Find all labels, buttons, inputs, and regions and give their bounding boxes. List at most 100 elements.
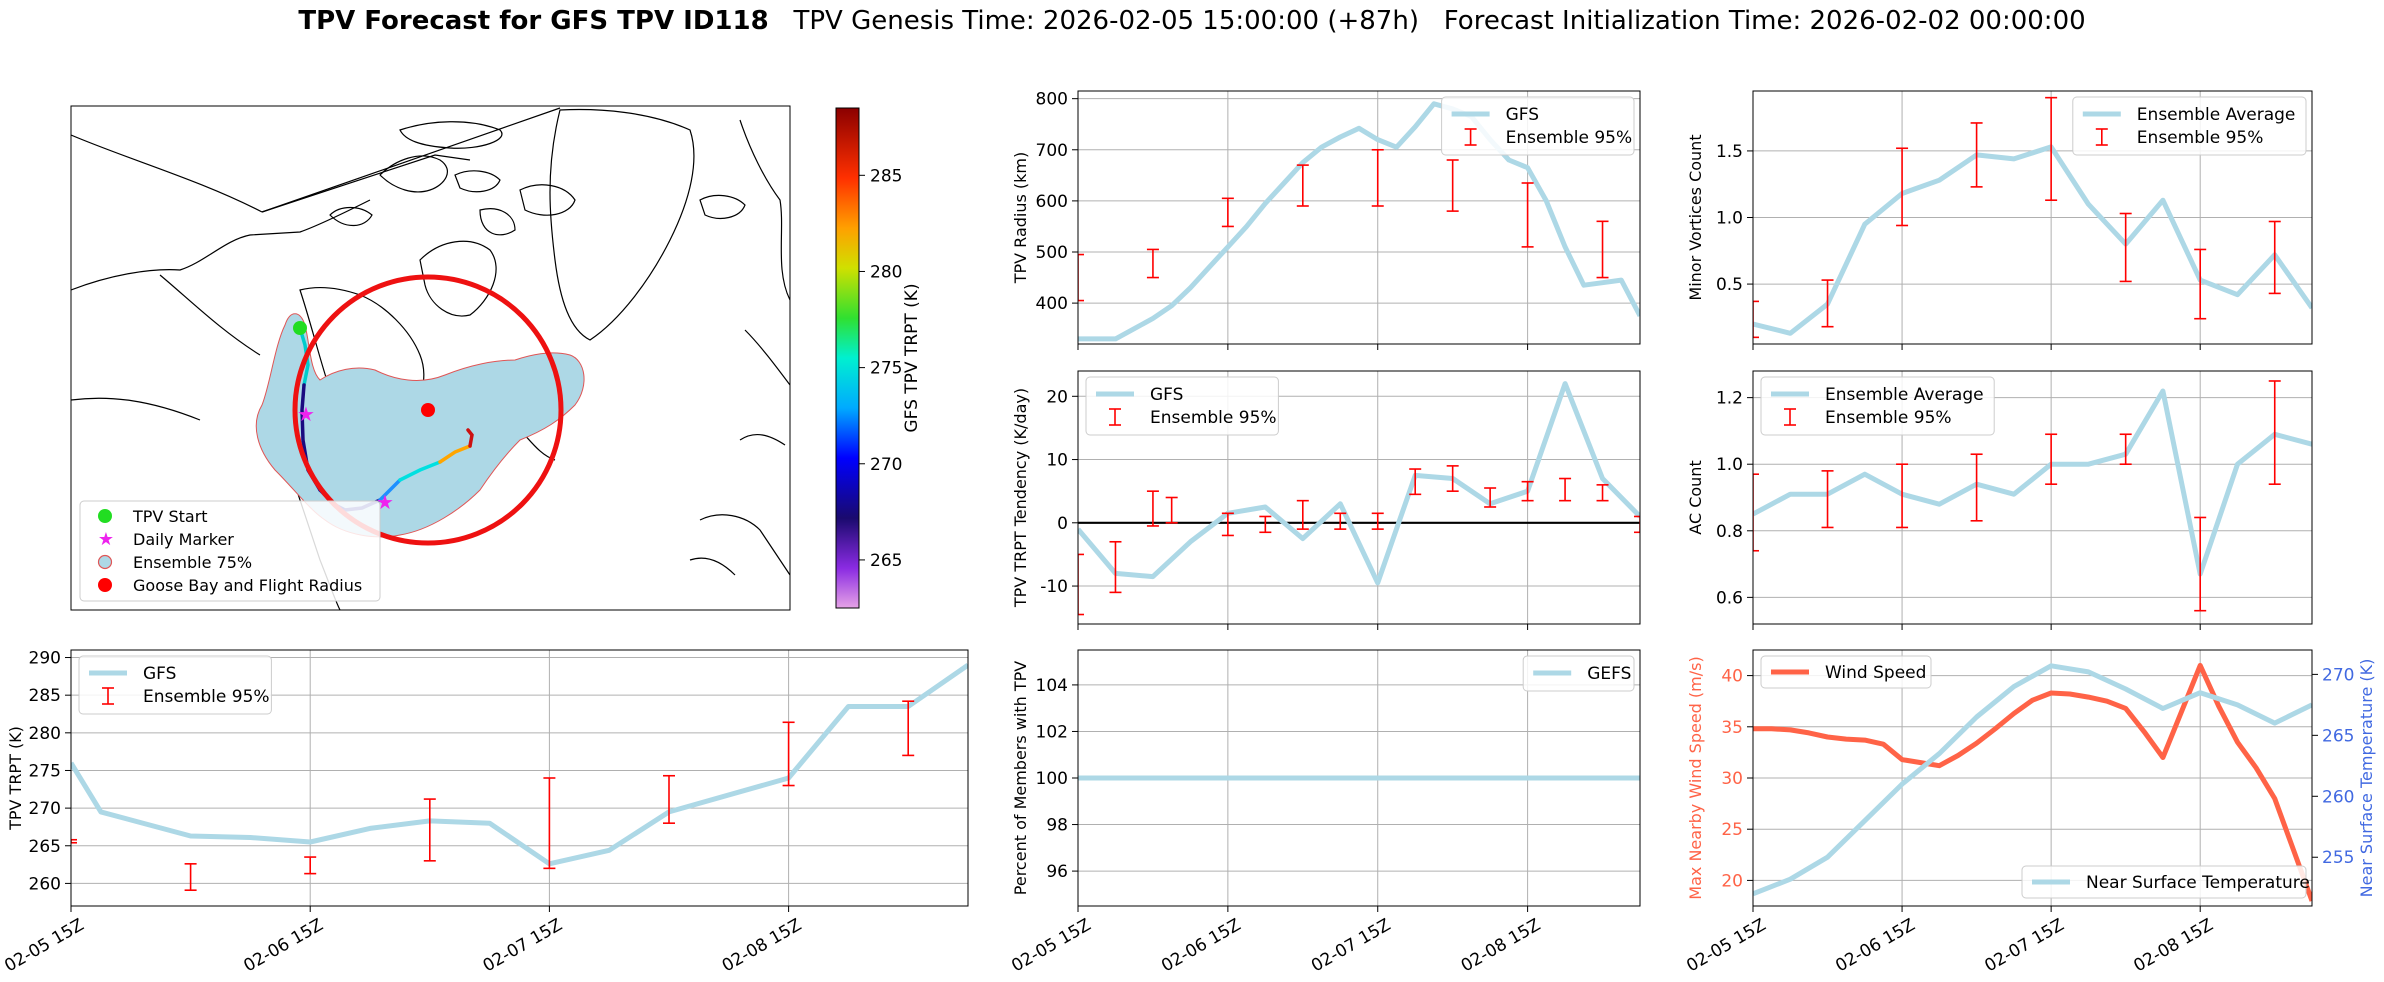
panel-tendency: -10 0 10 20 TPV TRPT Tendency (K/day) GFS Ense…	[1011, 370, 1641, 630]
tpv-track-map: ★ ★ ★ TPV Start Daily Marker Ensemble 75…	[70, 105, 922, 611]
y2-tick-label: 265	[2322, 726, 2354, 746]
genesis-time: TPV Genesis Time: 2026-02-05 15:00:00 (+…	[793, 6, 1419, 36]
y2-tick-label: 270	[2322, 665, 2354, 685]
plot-area	[1753, 96, 2312, 339]
legend-box	[1522, 655, 1635, 692]
goose-bay-marker	[421, 403, 435, 417]
y-tick-label: 20	[1046, 387, 1068, 407]
daily-marker-2: ★	[376, 490, 394, 514]
y-tick-label: 800	[1036, 90, 1068, 110]
y-tick-label: 25	[1721, 820, 1743, 840]
y-axis-label: AC Count	[1686, 460, 1705, 534]
legend-wind-wind: Wind Speed	[1760, 655, 1932, 689]
legend-label: Ensemble 95%	[1825, 408, 1952, 428]
colorbar-tick-label: 265	[870, 551, 902, 571]
panel-minor: 0.5 1.0 1.5 Minor Vortices Count Ensemble Av…	[1686, 90, 2313, 350]
y-axis-label: Minor Vortices Count	[1686, 134, 1705, 300]
x-tick-label: 02-08 15Z	[719, 915, 805, 976]
series-line-near-surface-temperature	[1753, 663, 2312, 897]
x-tick-label: 02-07 15Z	[1308, 915, 1394, 976]
legend-box	[78, 655, 272, 715]
y-tick-label: 1.0	[1716, 455, 1743, 475]
y-tick-label: 260	[29, 874, 61, 894]
colorbar-tick-label: 280	[870, 262, 902, 282]
legend-box	[1441, 96, 1635, 156]
y-tick-label: -10	[1040, 577, 1068, 597]
legend-daily-marker: Daily Marker	[133, 530, 234, 549]
ensemble-75-region	[255, 313, 585, 538]
y-tick-label: 1.5	[1716, 142, 1743, 162]
legend-ac: Ensemble Average Ensemble 95%	[1760, 376, 1995, 436]
legend-label: GFS	[1506, 105, 1539, 125]
y2-tick-label: 255	[2322, 848, 2354, 868]
x-tick-label: 02-08 15Z	[1458, 915, 1544, 976]
x-tick-label: 02-06 15Z	[240, 915, 326, 976]
panel-wind: 20 25 30 35 40 Max Nearby Wind Speed (m/s) 255…	[1683, 649, 2376, 976]
y-tick-label: 275	[29, 761, 61, 781]
series-line-gfs	[1078, 101, 1640, 342]
x-tick-label: 02-05 15Z	[1008, 915, 1094, 976]
figure-title: TPV Forecast for GFS TPV ID118 TPV Genes…	[0, 6, 2384, 36]
y-axis-label: TPV TRPT Tendency (K/day)	[1011, 388, 1030, 608]
x-tick-label: 02-08 15Z	[2130, 915, 2216, 976]
y-tick-label: 35	[1721, 718, 1743, 738]
y-axis-label: Max Nearby Wind Speed (m/s)	[1686, 656, 1705, 899]
plot-area	[71, 663, 968, 891]
legend-goose-bay: Goose Bay and Flight Radius	[133, 576, 362, 595]
y-tick-label: 270	[29, 799, 61, 819]
plot-area	[1753, 662, 2312, 902]
y-axis-label: Percent of Members with TPV	[1011, 661, 1030, 895]
legend-box	[1760, 655, 1932, 689]
series-line-gfs	[71, 663, 968, 867]
legend-label: GFS	[143, 664, 176, 684]
legend-tpv-start: TPV Start	[132, 507, 208, 526]
x-tick-label: 02-05 15Z	[1683, 915, 1769, 976]
colorbar-label: GFS TPV TRPT (K)	[902, 283, 922, 432]
legend-label: Near Surface Temperature	[2086, 873, 2310, 893]
y-tick-label: 1.2	[1716, 389, 1743, 409]
axes-frame	[70, 649, 969, 907]
colorbar-tick-label: 285	[870, 166, 902, 186]
svg-text:★: ★	[98, 529, 114, 550]
y-tick-label: 285	[29, 686, 61, 706]
y-tick-label: 100	[1036, 769, 1068, 789]
legend-ensemble-75: Ensemble 75%	[133, 553, 252, 572]
y-tick-label: 280	[29, 724, 61, 744]
legend-wind-temp: Near Surface Temperature	[2021, 865, 2310, 899]
init-time: Forecast Initialization Time: 2026-02-02…	[1443, 6, 2086, 36]
legend-minor: Ensemble Average Ensemble 95%	[2072, 96, 2307, 156]
colorbar-tick-label: 275	[870, 359, 902, 379]
y-tick-label: 104	[1036, 676, 1068, 696]
legend-tendency: GFS Ensemble 95%	[1085, 376, 1279, 436]
x-tick-label: 02-07 15Z	[1981, 915, 2067, 976]
figure-title-bold: TPV Forecast for GFS TPV ID118	[298, 6, 769, 36]
colorbar-tick-label: 270	[870, 455, 902, 475]
colorbar: 265 270 275 280 285 GFS TPV TRPT (K)	[835, 107, 922, 609]
legend-box	[2072, 96, 2307, 156]
y-tick-label: 600	[1036, 192, 1068, 212]
panel-radius: 400 500 600 700 800 TPV Radius (km) GFS Ensembl…	[1011, 90, 1641, 350]
y-tick-label: 96	[1046, 862, 1068, 882]
y-tick-label: 0	[1057, 514, 1068, 534]
y-tick-label: 40	[1721, 667, 1743, 687]
legend-box	[1760, 376, 1995, 436]
y2-axis-label: Near Surface Temperature (K)	[2357, 659, 2376, 898]
legend-label: Ensemble Average	[2137, 105, 2296, 125]
colorbar-gradient	[835, 107, 860, 609]
legend-box	[1085, 376, 1279, 436]
y-tick-label: 400	[1036, 294, 1068, 314]
x-tick-label: 02-06 15Z	[1832, 915, 1918, 976]
tpv-start-marker	[293, 321, 307, 335]
legend-label: Ensemble 95%	[1150, 408, 1277, 428]
daily-marker-1: ★	[297, 402, 315, 426]
axes-frame	[1077, 370, 1641, 625]
series-line-ensemble-average	[1753, 144, 2312, 336]
map-legend: ★ TPV Start Daily Marker Ensemble 75% Go…	[79, 500, 381, 602]
y-tick-label: 0.5	[1716, 275, 1743, 295]
x-tick-label: 02-06 15Z	[1158, 915, 1244, 976]
series-line-wind-speed	[1753, 662, 2312, 902]
y-tick-label: 10	[1046, 451, 1068, 471]
plot-area	[1078, 101, 1640, 342]
y-tick-label: 102	[1036, 722, 1068, 742]
